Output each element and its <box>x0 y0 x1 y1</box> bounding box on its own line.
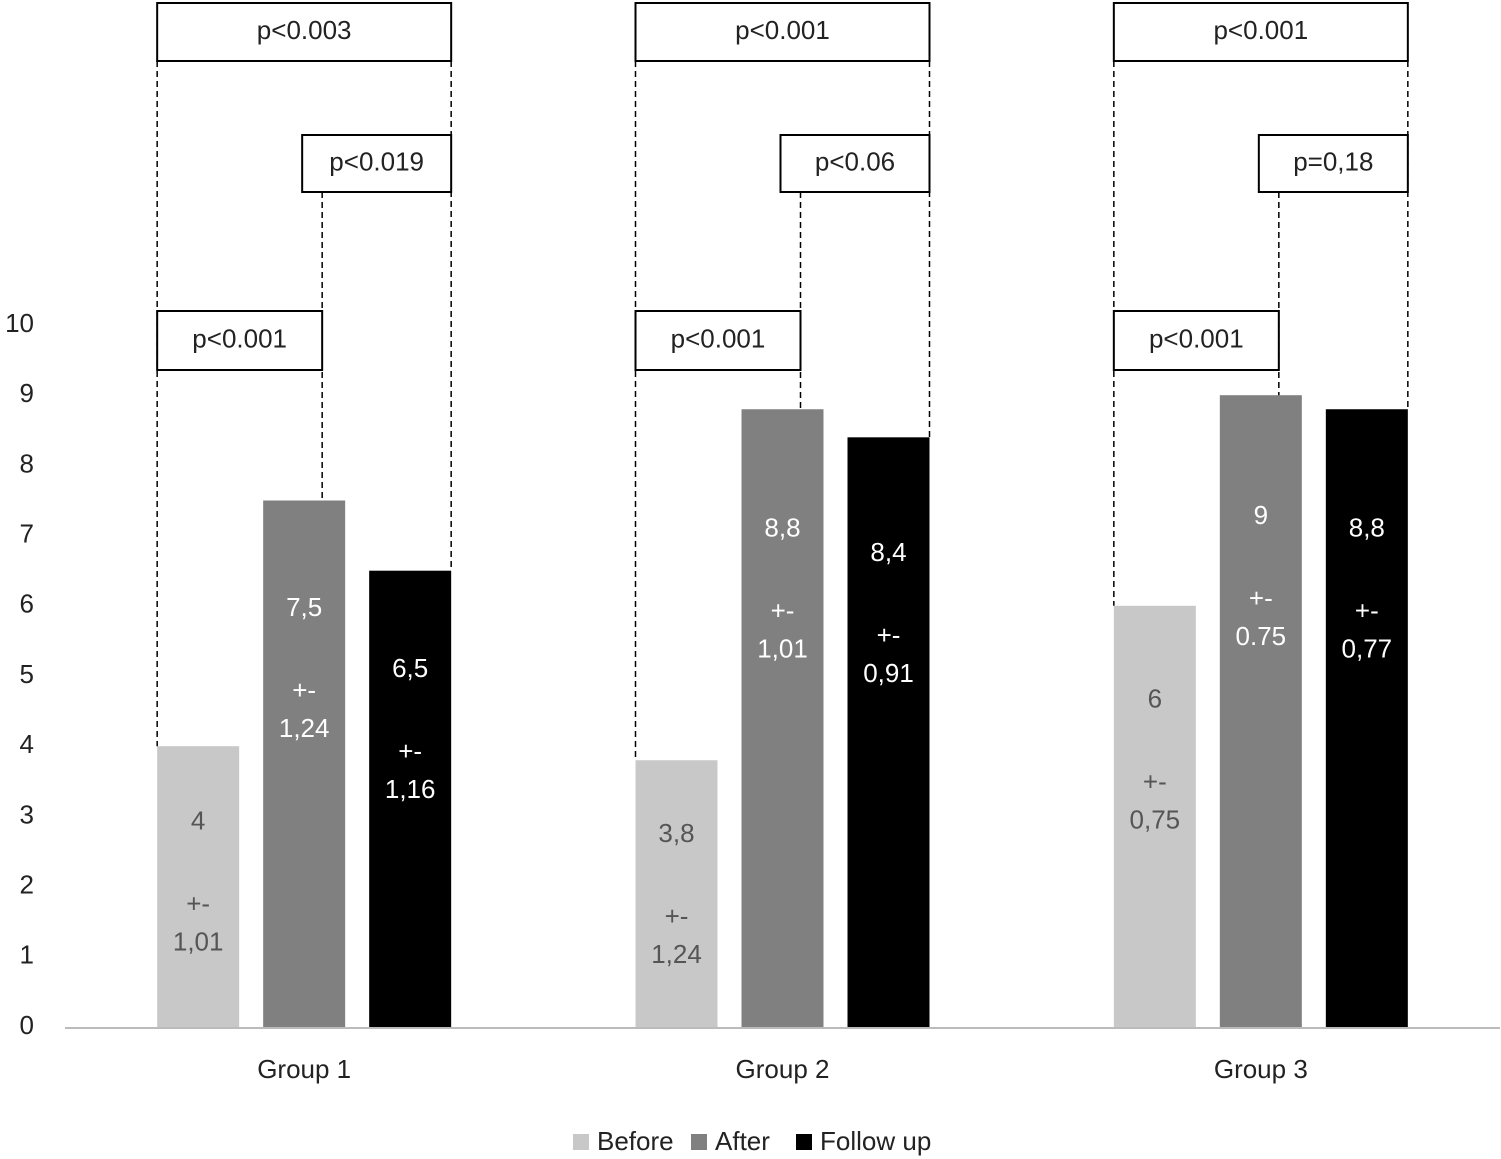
significance-box-label: p<0.001 <box>1149 323 1244 353</box>
bar <box>263 500 346 1027</box>
value-label: 8,4 <box>870 537 906 567</box>
y-tick-label: 3 <box>20 799 34 829</box>
error-prefix: +- <box>1249 583 1273 613</box>
legend-swatch <box>691 1134 707 1150</box>
value-label: 6 <box>1148 683 1162 713</box>
significance-box <box>1112 2 1409 62</box>
error-prefix: +- <box>398 736 422 766</box>
y-tick-label: 2 <box>20 869 34 899</box>
legend-label: Before <box>597 1126 674 1156</box>
x-tick-label: Group 2 <box>736 1054 830 1084</box>
significance-box-label: p<0.06 <box>815 146 895 176</box>
significance-box <box>301 134 453 193</box>
error-label: 1,01 <box>757 633 808 663</box>
error-prefix: +- <box>1143 766 1167 796</box>
legend-label: Follow up <box>820 1126 931 1156</box>
significance-box-label: p<0.001 <box>671 323 766 353</box>
error-label: 0,77 <box>1342 633 1393 663</box>
value-label: 7,5 <box>286 592 322 622</box>
value-label: 4 <box>191 806 205 836</box>
error-label: 1,24 <box>651 939 702 969</box>
significance-box-label: p<0.001 <box>1213 15 1308 45</box>
error-label: 0.75 <box>1236 621 1287 651</box>
bar <box>847 437 930 1027</box>
error-prefix: +- <box>771 595 795 625</box>
error-prefix: +- <box>665 901 689 931</box>
error-label: 1,16 <box>385 774 436 804</box>
significance-box <box>634 310 802 371</box>
y-tick-label: 10 <box>5 308 34 338</box>
significance-box <box>1112 310 1280 371</box>
y-tick-label: 6 <box>20 589 34 619</box>
bar <box>1113 605 1196 1027</box>
significance-box-label: p<0.019 <box>329 146 424 176</box>
value-label: 8,8 <box>764 512 800 542</box>
significance-box <box>156 2 453 62</box>
value-label: 6,5 <box>392 653 428 683</box>
error-prefix: +- <box>186 889 210 919</box>
bar <box>1325 409 1408 1027</box>
y-tick-label: 5 <box>20 659 34 689</box>
legend-swatch <box>573 1134 589 1150</box>
error-label: 1,24 <box>279 713 330 743</box>
error-label: 0,75 <box>1130 804 1181 834</box>
y-tick-label: 7 <box>20 518 34 548</box>
significance-box <box>634 2 931 62</box>
error-prefix: +- <box>877 620 901 650</box>
error-label: 0,91 <box>863 658 914 688</box>
x-tick-label: Group 3 <box>1214 1054 1308 1084</box>
value-label: 8,8 <box>1349 512 1385 542</box>
bar <box>157 746 240 1027</box>
significance-box-label: p<0.001 <box>735 15 830 45</box>
bar <box>1219 395 1302 1027</box>
y-tick-label: 0 <box>20 1010 34 1040</box>
legend-label: After <box>715 1126 770 1156</box>
y-tick-label: 1 <box>20 940 34 970</box>
value-label: 9 <box>1254 500 1268 530</box>
x-tick-label: Group 1 <box>257 1054 351 1084</box>
bar <box>741 409 824 1027</box>
y-tick-label: 8 <box>20 448 34 478</box>
significance-box <box>1257 134 1409 193</box>
error-label: 1,01 <box>173 927 224 957</box>
significance-box-label: p=0,18 <box>1293 146 1373 176</box>
bar <box>369 570 452 1027</box>
error-prefix: +- <box>292 675 316 705</box>
significance-box <box>779 134 931 193</box>
legend-swatch <box>796 1134 812 1150</box>
bar <box>635 760 718 1027</box>
y-tick-label: 4 <box>20 729 34 759</box>
value-label: 3,8 <box>658 818 694 848</box>
significance-box-label: p<0.001 <box>192 323 287 353</box>
error-prefix: +- <box>1355 595 1379 625</box>
significance-box-label: p<0.003 <box>257 15 352 45</box>
significance-box <box>156 310 324 371</box>
y-tick-label: 9 <box>20 378 34 408</box>
